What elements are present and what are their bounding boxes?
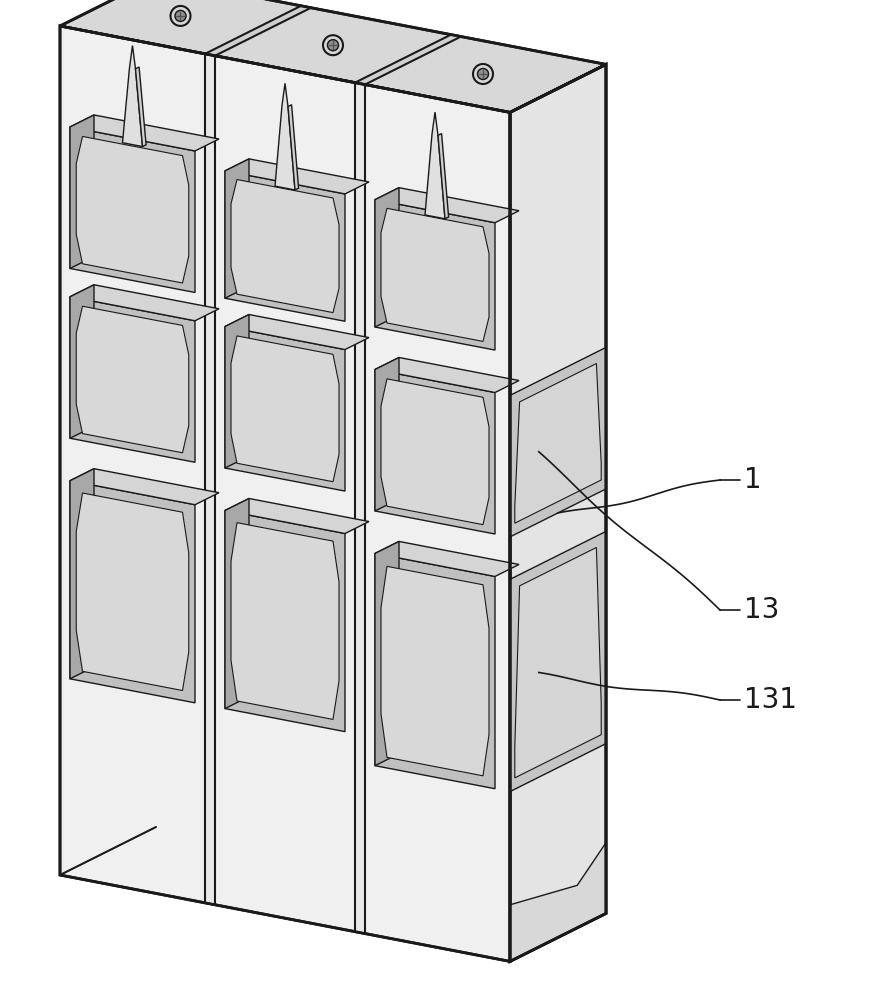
Polygon shape xyxy=(231,336,339,482)
Polygon shape xyxy=(375,188,399,327)
Polygon shape xyxy=(375,541,519,576)
Polygon shape xyxy=(70,285,219,321)
Polygon shape xyxy=(70,285,94,438)
Polygon shape xyxy=(70,481,195,703)
Polygon shape xyxy=(381,566,488,776)
Polygon shape xyxy=(60,0,606,112)
Polygon shape xyxy=(225,498,368,534)
Text: 1: 1 xyxy=(743,466,760,494)
Polygon shape xyxy=(509,531,606,792)
Polygon shape xyxy=(288,105,298,190)
Polygon shape xyxy=(60,26,509,961)
Polygon shape xyxy=(225,315,249,468)
Polygon shape xyxy=(425,112,444,219)
Circle shape xyxy=(477,68,488,80)
Polygon shape xyxy=(381,208,488,341)
Polygon shape xyxy=(205,54,215,905)
Polygon shape xyxy=(381,379,488,525)
Polygon shape xyxy=(355,35,461,85)
Polygon shape xyxy=(375,553,494,789)
Polygon shape xyxy=(225,159,249,298)
Polygon shape xyxy=(70,115,94,268)
Polygon shape xyxy=(76,136,189,283)
Polygon shape xyxy=(375,357,519,393)
Polygon shape xyxy=(231,523,339,719)
Polygon shape xyxy=(355,83,365,934)
Polygon shape xyxy=(70,469,94,679)
Polygon shape xyxy=(514,547,600,778)
Polygon shape xyxy=(375,357,399,511)
Polygon shape xyxy=(375,200,494,350)
Polygon shape xyxy=(205,6,310,56)
Polygon shape xyxy=(514,364,600,523)
Polygon shape xyxy=(136,67,146,147)
Polygon shape xyxy=(509,843,606,961)
Polygon shape xyxy=(275,83,295,190)
Polygon shape xyxy=(70,297,195,462)
Polygon shape xyxy=(437,134,448,219)
Circle shape xyxy=(327,40,338,51)
Polygon shape xyxy=(375,369,494,534)
Polygon shape xyxy=(375,541,399,766)
Polygon shape xyxy=(225,327,345,491)
Polygon shape xyxy=(70,115,219,151)
Polygon shape xyxy=(509,347,606,537)
Polygon shape xyxy=(123,46,143,147)
Text: 131: 131 xyxy=(743,686,796,714)
Polygon shape xyxy=(76,306,189,453)
Polygon shape xyxy=(76,493,189,691)
Polygon shape xyxy=(231,180,339,313)
Circle shape xyxy=(175,10,186,21)
Polygon shape xyxy=(225,510,345,732)
Polygon shape xyxy=(225,498,249,709)
Polygon shape xyxy=(225,315,368,350)
Polygon shape xyxy=(225,171,345,321)
Polygon shape xyxy=(225,159,368,194)
Polygon shape xyxy=(70,127,195,292)
Text: 13: 13 xyxy=(743,596,779,624)
Polygon shape xyxy=(375,188,519,223)
Polygon shape xyxy=(509,64,606,961)
Polygon shape xyxy=(70,469,219,505)
